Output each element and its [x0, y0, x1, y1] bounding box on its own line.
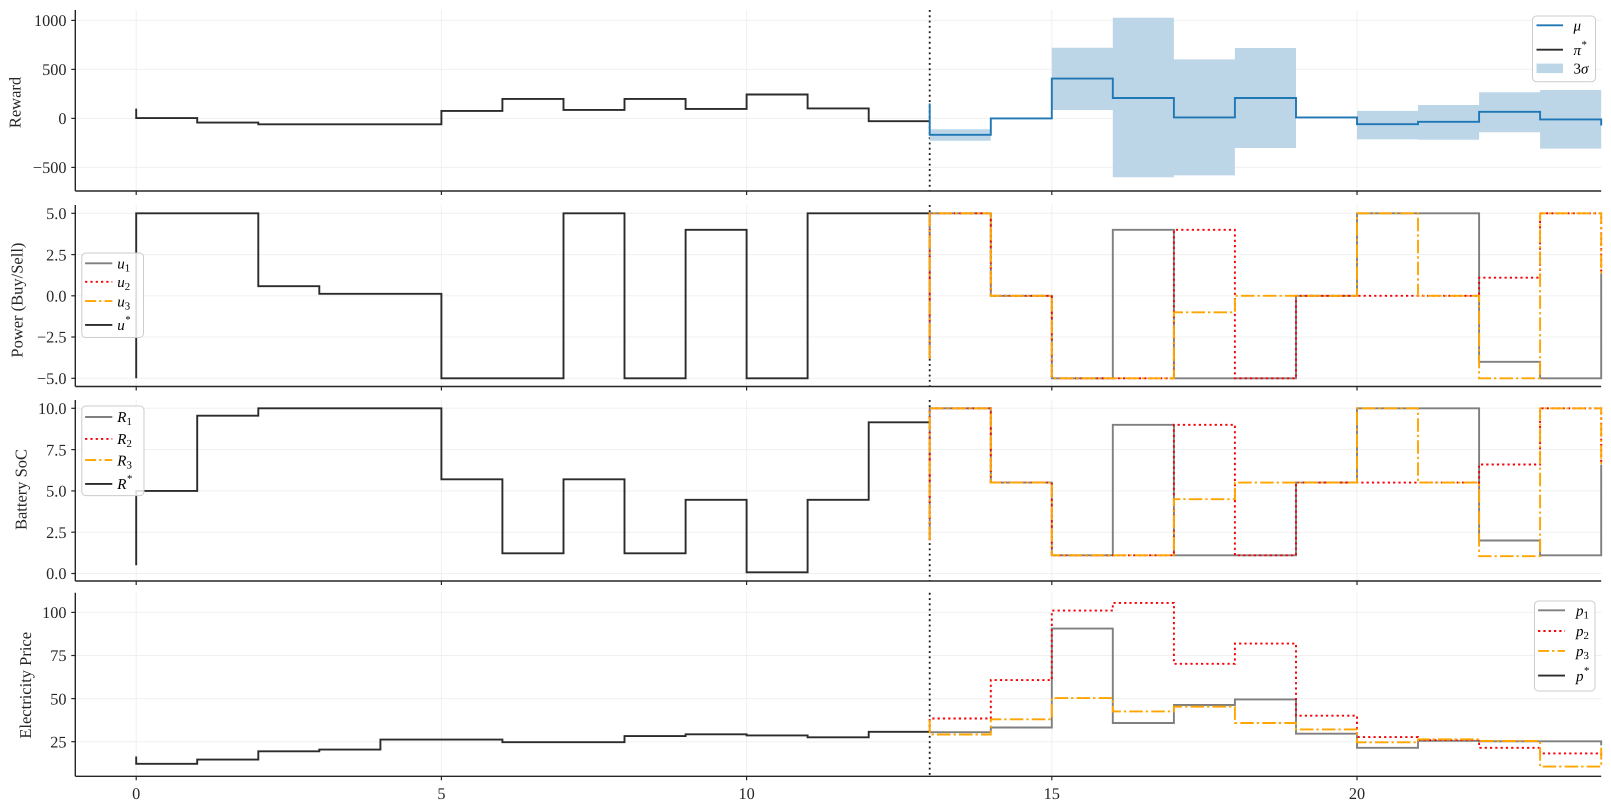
- svg-text:5.0: 5.0: [46, 204, 66, 223]
- svg-text:10: 10: [738, 784, 754, 803]
- svg-text:20: 20: [1349, 784, 1365, 803]
- svg-text:Battery SoC: Battery SoC: [11, 449, 30, 530]
- svg-text:500: 500: [42, 60, 66, 79]
- svg-text:5.0: 5.0: [46, 482, 66, 501]
- svg-text:100: 100: [42, 603, 66, 622]
- svg-text:75: 75: [50, 646, 66, 665]
- svg-text:10.0: 10.0: [38, 399, 67, 418]
- svg-text:0: 0: [132, 784, 140, 803]
- svg-text:15: 15: [1044, 784, 1060, 803]
- svg-text:5: 5: [437, 784, 445, 803]
- svg-text:50: 50: [50, 689, 66, 708]
- svg-text:μ: μ: [1573, 19, 1582, 35]
- svg-text:−2.5: −2.5: [37, 328, 67, 347]
- svg-text:−500: −500: [33, 158, 67, 177]
- svg-text:2.5: 2.5: [46, 245, 66, 264]
- svg-text:3σ: 3σ: [1574, 61, 1590, 77]
- svg-text:Reward: Reward: [6, 76, 25, 128]
- svg-text:0: 0: [58, 109, 66, 128]
- svg-text:2.5: 2.5: [46, 523, 66, 542]
- svg-text:Electricity Price: Electricity Price: [16, 632, 35, 739]
- svg-text:Power (Buy/Sell): Power (Buy/Sell): [7, 243, 26, 358]
- svg-text:−5.0: −5.0: [37, 369, 67, 388]
- svg-text:25: 25: [50, 732, 66, 751]
- svg-text:1000: 1000: [34, 11, 67, 30]
- svg-text:0.0: 0.0: [46, 564, 66, 583]
- svg-text:0.0: 0.0: [46, 287, 66, 306]
- svg-text:7.5: 7.5: [46, 440, 66, 459]
